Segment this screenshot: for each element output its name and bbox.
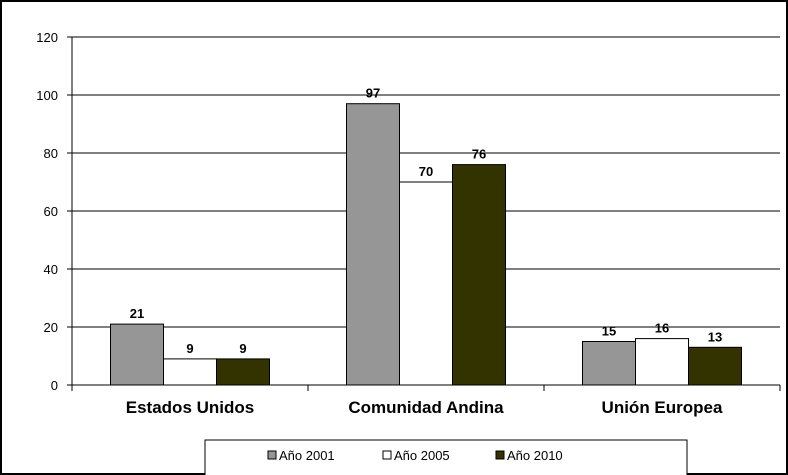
data-label: 16 (655, 321, 669, 336)
data-label: 76 (472, 147, 486, 162)
data-label: 70 (419, 164, 433, 179)
legend-box (204, 439, 688, 475)
y-tick-label: 20 (44, 320, 58, 335)
data-label: 13 (708, 329, 722, 344)
category-label: Comunidad Andina (348, 398, 504, 417)
y-tick-label: 40 (44, 262, 58, 277)
legend-label: Año 2005 (394, 448, 450, 463)
bars (110, 103, 742, 386)
bar-a-o-2005-1 (399, 181, 453, 386)
bar-a-o-2010-1 (452, 164, 506, 386)
y-axis: 0 20 40 60 80 100 120 (36, 30, 73, 393)
legend: Año 2001 Año 2005 Año 2010 (204, 439, 688, 475)
data-label: 97 (366, 86, 380, 101)
data-label: 15 (602, 324, 616, 339)
legend-swatch (267, 450, 277, 460)
x-axis: Estados Unidos Comunidad Andina Unión Euro… (71, 384, 781, 417)
legend-label: Año 2010 (507, 448, 563, 463)
legend-label: Año 2001 (279, 448, 335, 463)
data-label: 9 (239, 341, 246, 356)
data-labels: 21 9 9 97 70 76 15 16 13 (130, 86, 722, 356)
bar-a-o-2005-0 (163, 358, 217, 386)
category-label: Unión Europea (602, 398, 723, 417)
data-label: 9 (186, 341, 193, 356)
y-tick-label: 80 (44, 146, 58, 161)
y-tick-label: 100 (36, 88, 58, 103)
y-tick-label: 120 (36, 30, 58, 45)
bar-a-o-2010-0 (216, 358, 270, 386)
y-tick-label: 60 (44, 204, 58, 219)
gridlines (72, 36, 780, 328)
bar-a-o-2001-2 (582, 341, 636, 386)
bar-a-o-2001-0 (110, 323, 164, 386)
data-label: 21 (130, 306, 144, 321)
bar-a-o-2010-2 (688, 346, 742, 386)
legend-swatch (382, 450, 392, 460)
category-label: Estados Unidos (126, 398, 254, 417)
y-tick-label: 0 (51, 378, 58, 393)
bar-a-o-2001-1 (346, 103, 400, 386)
bar-a-o-2005-2 (635, 338, 689, 386)
legend-swatch (495, 450, 505, 460)
